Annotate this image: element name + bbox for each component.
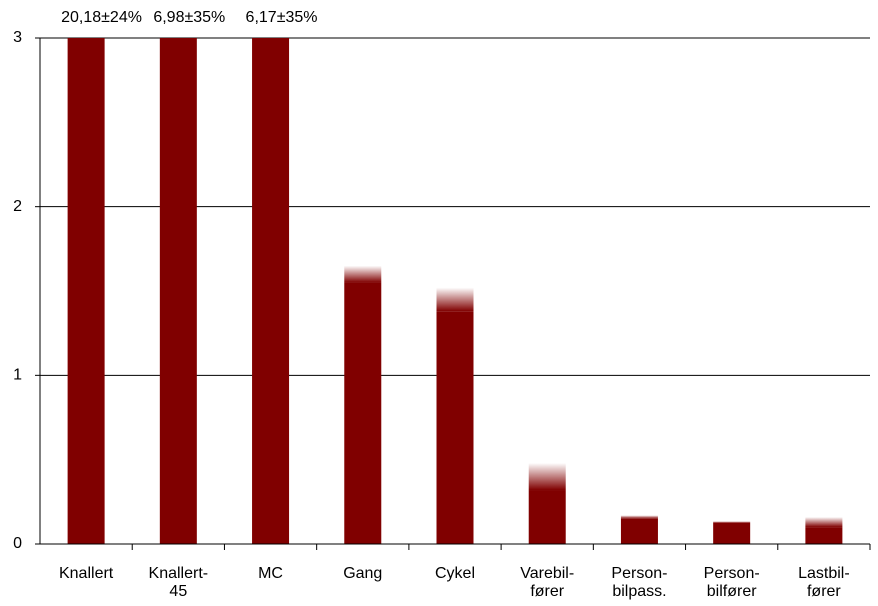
- y-tick-label: 2: [13, 198, 22, 215]
- x-tick-label: Knallert: [58, 565, 114, 582]
- bar: [436, 311, 474, 544]
- x-tick-label: Person- bilpass.: [611, 565, 668, 600]
- value-label: 6,17±35%: [246, 9, 318, 26]
- x-tick-label: Person- bilfører: [703, 565, 760, 600]
- x-tick-label: Knallert- 45: [148, 565, 209, 600]
- bar: [528, 490, 566, 544]
- error-band: [436, 287, 474, 312]
- x-tick-label: Lastbil- fører: [798, 565, 850, 600]
- x-tick-label: Cykel: [434, 565, 475, 582]
- value-label: 6,98±35%: [153, 9, 225, 26]
- x-tick-label: MC: [258, 565, 283, 582]
- value-label: 20,18±24%: [61, 9, 142, 26]
- y-tick-label: 3: [13, 29, 22, 46]
- x-tick-label: Gang: [343, 565, 383, 582]
- y-tick-label: 1: [13, 367, 22, 384]
- bar: [805, 527, 843, 544]
- bar: [344, 282, 382, 544]
- error-band: [528, 463, 566, 491]
- bar: [620, 518, 658, 544]
- y-tick-label: 0: [13, 535, 22, 552]
- bar: [713, 522, 751, 544]
- x-tick-label: Varebil- fører: [520, 565, 575, 600]
- bar: [159, 38, 197, 544]
- error-band: [344, 265, 382, 283]
- bar: [252, 38, 290, 544]
- bar: [67, 38, 105, 544]
- error-band: [713, 521, 751, 523]
- error-band: [620, 515, 658, 519]
- error-band: [805, 517, 843, 528]
